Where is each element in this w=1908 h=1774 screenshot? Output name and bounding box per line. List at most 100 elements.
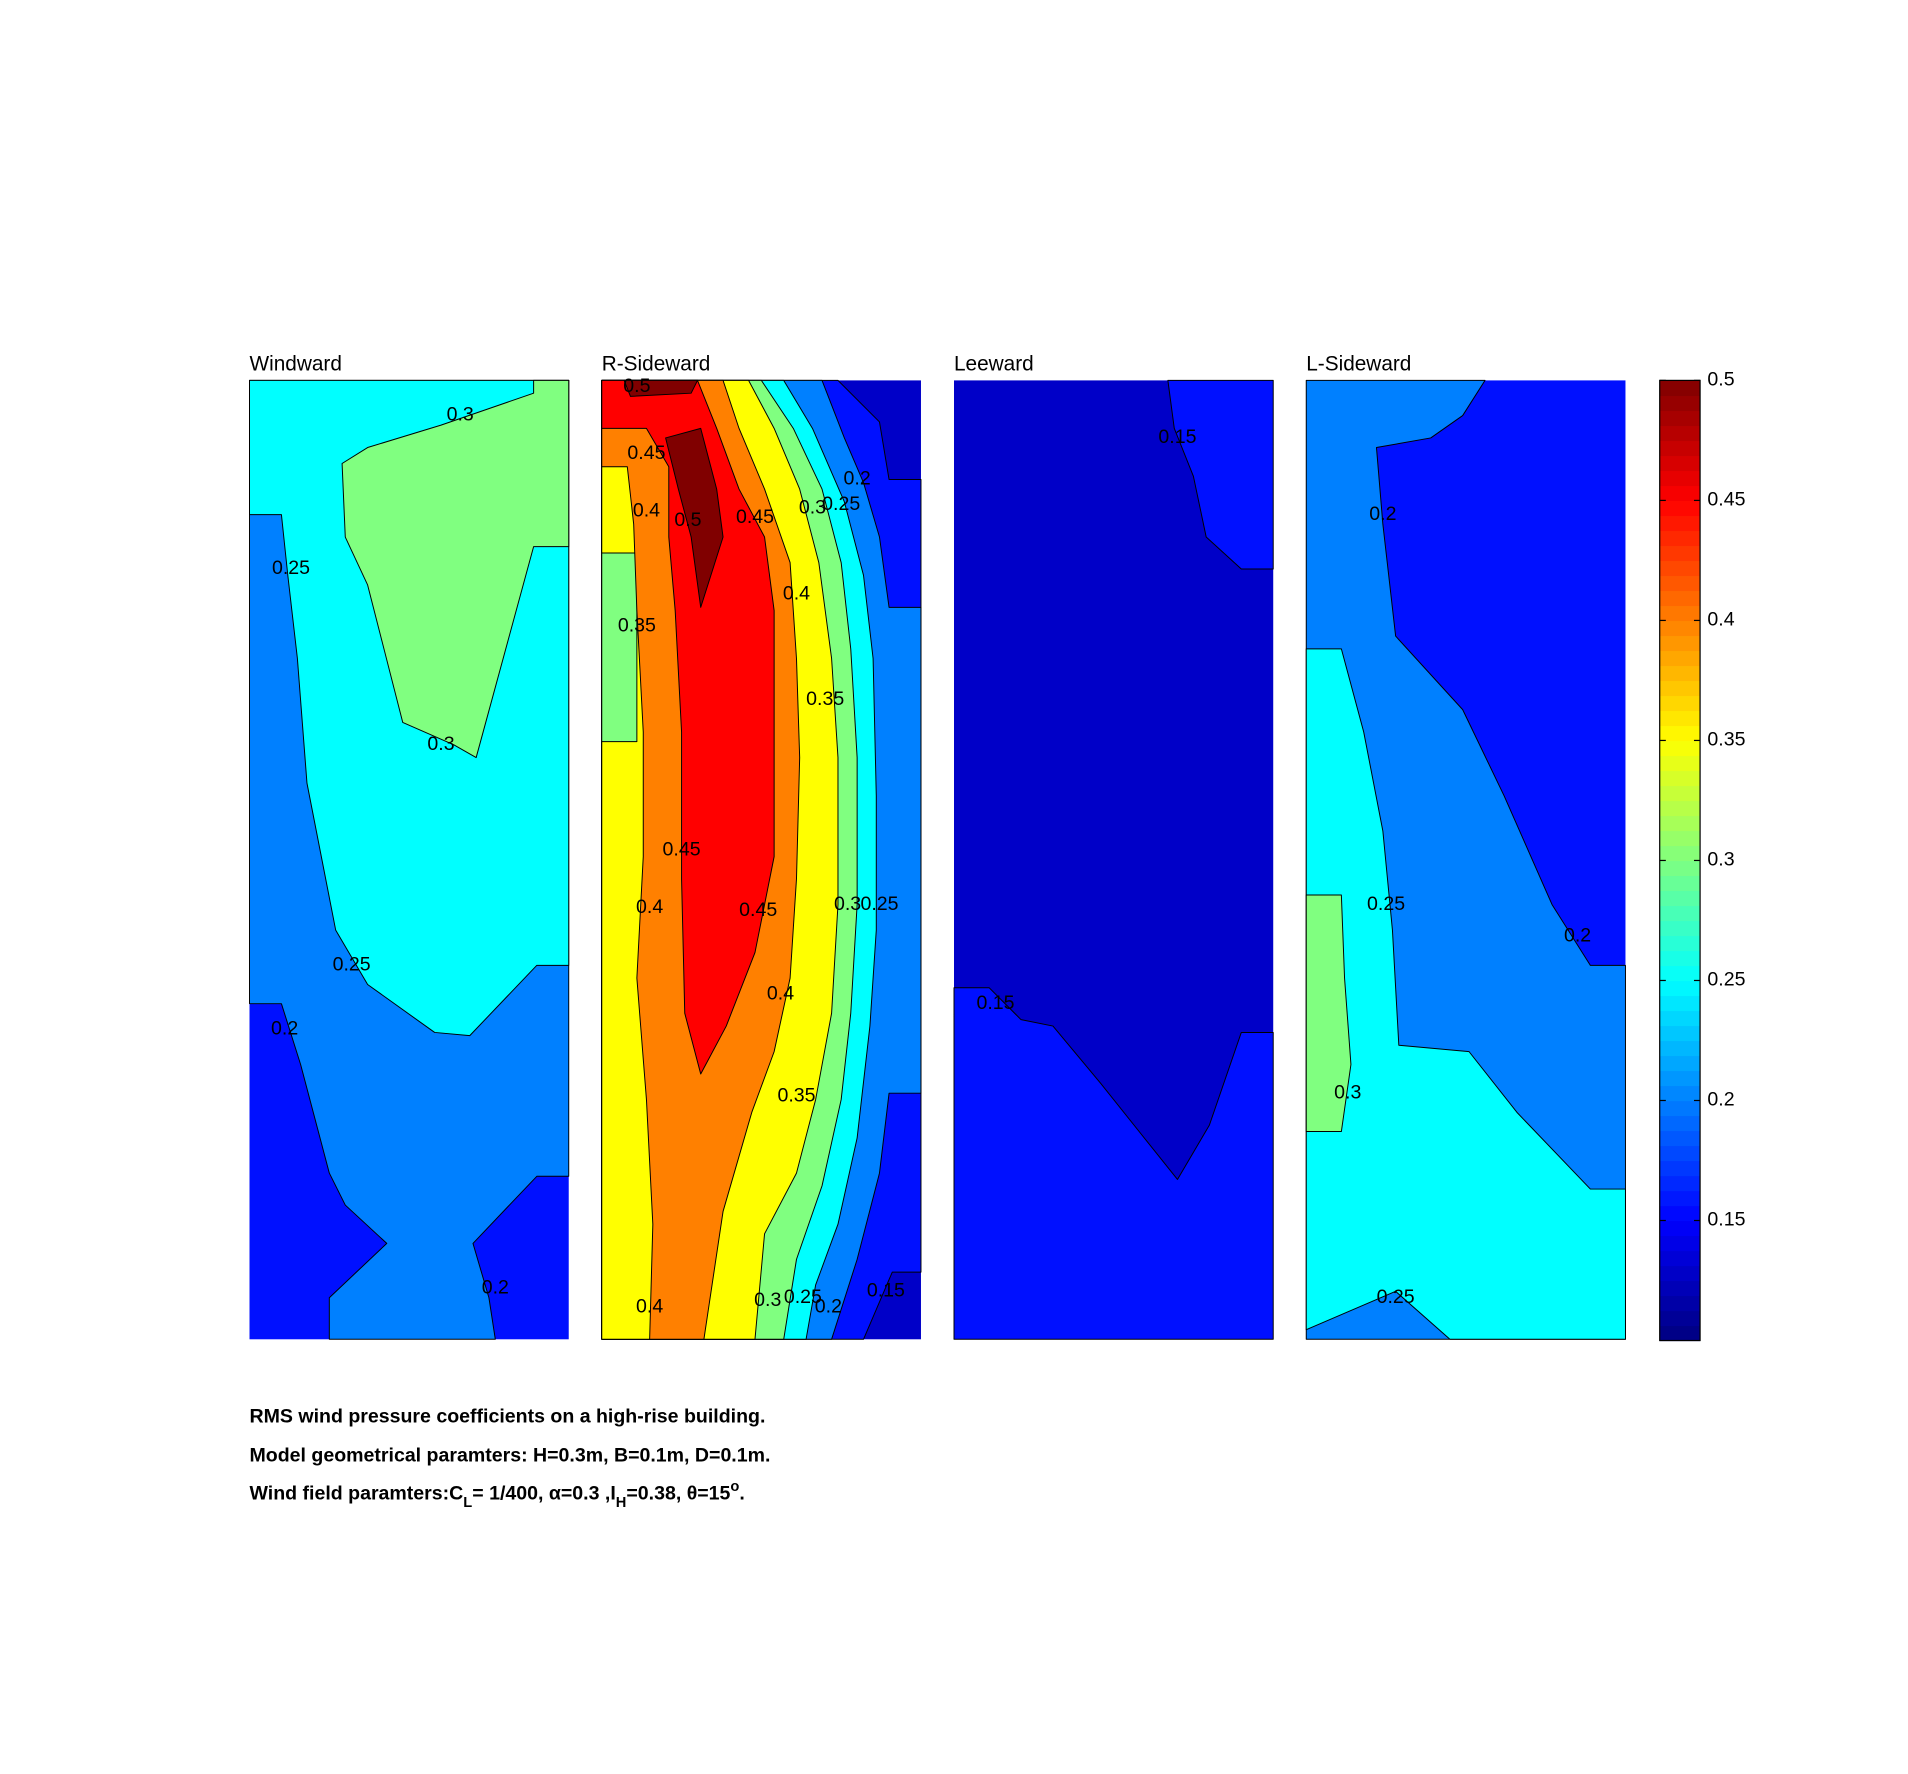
- colorbar-swatch: [1659, 1190, 1701, 1207]
- contour-label: 0.5: [623, 375, 650, 397]
- panel-title: Leeward: [954, 353, 1034, 376]
- colorbar-swatch: [1659, 980, 1701, 997]
- colorbar-tick-label: 0.15: [1707, 1209, 1745, 1231]
- contour-label: 0.5: [674, 509, 701, 531]
- colorbar-tick-label: 0.45: [1707, 489, 1745, 511]
- colorbar-swatch: [1659, 605, 1701, 622]
- colorbar-swatch: [1659, 410, 1701, 427]
- contour-label: 0.3: [427, 733, 454, 755]
- colorbar-swatch: [1659, 425, 1701, 442]
- colorbar-swatch: [1659, 710, 1701, 727]
- colorbar-swatch: [1659, 1220, 1701, 1237]
- colorbar-swatch: [1659, 395, 1701, 412]
- colorbar-swatch: [1659, 725, 1701, 742]
- contour-region: [1167, 379, 1274, 570]
- colorbar-swatch: [1659, 500, 1701, 517]
- caption-part: Wind field paramters:C: [250, 1483, 464, 1505]
- contour-label: 0.45: [627, 442, 665, 464]
- contour-region: [601, 379, 775, 1075]
- colorbar-swatch: [1659, 740, 1701, 757]
- contour-label: 0.4: [636, 896, 663, 918]
- colorbar-swatch: [1659, 1055, 1701, 1072]
- caption-part: =0.38, θ=15: [626, 1483, 730, 1505]
- panel-title: L-Sideward: [1306, 353, 1411, 376]
- contour-label: 0.45: [663, 838, 701, 860]
- colorbar-tick-label: 0.5: [1707, 369, 1734, 391]
- contour-region: [665, 427, 724, 608]
- colorbar-swatch: [1659, 695, 1701, 712]
- colorbar-swatch: [1659, 1070, 1701, 1087]
- colorbar-swatch: [1659, 1040, 1701, 1057]
- contour-panel: L-Sideward 0.2 0.25 0.2 0.3 0.25: [1305, 353, 1626, 1340]
- contour-region: [1305, 894, 1352, 1133]
- panel-title: R-Sideward: [602, 353, 711, 376]
- contour-label: 0.2: [271, 1017, 298, 1039]
- colorbar-swatch: [1659, 1175, 1701, 1192]
- colorbar-swatch: [1659, 875, 1701, 892]
- colorbar-tick-label: 0.3: [1707, 849, 1734, 871]
- colorbar-swatch: [1659, 1250, 1701, 1267]
- colorbar-swatch: [1659, 530, 1701, 547]
- colorbar-swatch: [1659, 455, 1701, 472]
- contour-label: 0.25: [272, 557, 310, 579]
- colorbar-swatch: [1659, 470, 1701, 487]
- caption-line: Model geometrical paramters: H=0.3m, B=0…: [250, 1445, 771, 1467]
- contour-label: 0.25: [1377, 1286, 1415, 1308]
- contour-panel: Leeward 0.15 0.15: [953, 353, 1274, 1340]
- colorbar-tick-label: 0.2: [1707, 1089, 1734, 1111]
- colorbar-swatch: [1659, 950, 1701, 967]
- colorbar-swatch: [1659, 1025, 1701, 1042]
- colorbar: 0.15 0.2 0.25 0.3 0.35 0.4 0.45 0.5: [1659, 369, 1746, 1342]
- colorbar-swatch: [1659, 935, 1701, 952]
- colorbar-swatch: [1659, 1115, 1701, 1132]
- caption-subscript: L: [463, 1495, 472, 1511]
- colorbar-swatch: [1659, 560, 1701, 577]
- colorbar-swatch: [1659, 845, 1701, 862]
- colorbar-swatch: [1659, 905, 1701, 922]
- contour-label: 0.45: [739, 899, 777, 921]
- contour-label: 0.3: [754, 1289, 781, 1311]
- contour-label: 0.2: [1369, 503, 1396, 525]
- colorbar-swatch: [1659, 1310, 1701, 1327]
- contour-label: 0.35: [806, 688, 844, 710]
- colorbar-swatch: [1659, 1235, 1701, 1252]
- panel-title: Windward: [250, 353, 342, 376]
- contour-region: [341, 379, 570, 759]
- contour-label: 0.2: [1564, 925, 1591, 947]
- colorbar-swatch: [1659, 860, 1701, 877]
- colorbar-tick-label: 0.25: [1707, 969, 1745, 991]
- colorbar-swatch: [1659, 785, 1701, 802]
- colorbar-swatch: [1659, 755, 1701, 772]
- colorbar-swatch: [1659, 1100, 1701, 1117]
- caption-part: = 1/400, α=0.3 ,I: [472, 1483, 616, 1505]
- contour-label: 0.45: [736, 506, 774, 528]
- colorbar-swatch: [1659, 1145, 1701, 1162]
- contour-region: [1305, 648, 1626, 1340]
- caption-part: .: [739, 1483, 744, 1505]
- contour-label: 0.35: [618, 615, 656, 637]
- contour-label: 0.4: [767, 982, 794, 1004]
- panels: Windward0.30.250.30.250.20.2R-Sideward0.…: [249, 353, 1626, 1340]
- contour-label: 0.25: [784, 1286, 822, 1308]
- colorbar-swatch: [1659, 1010, 1701, 1027]
- colorbar-swatch: [1659, 890, 1701, 907]
- colorbar-swatch: [1659, 635, 1701, 652]
- contour-label: 0.4: [783, 583, 810, 605]
- caption-subscript: H: [616, 1495, 627, 1511]
- contour-label: 0.2: [815, 1296, 842, 1318]
- colorbar-swatch: [1659, 665, 1701, 682]
- contour-label: 0.15: [1158, 426, 1196, 448]
- colorbar-swatch: [1659, 770, 1701, 787]
- colorbar-swatch: [1659, 620, 1701, 637]
- contour-label: 0.15: [867, 1280, 905, 1302]
- colorbar-swatch: [1659, 830, 1701, 847]
- contour-label: 0.3: [834, 893, 861, 915]
- colorbar-swatch: [1659, 1280, 1701, 1297]
- contour-label: 0.2: [844, 468, 871, 490]
- colorbar-swatch: [1659, 800, 1701, 817]
- contour-panel: Windward 0.3 0.25 0.3 0.25 0.2 0.2: [249, 353, 570, 1340]
- contour-label: 0.15: [976, 992, 1014, 1014]
- colorbar-swatch: [1659, 1325, 1701, 1342]
